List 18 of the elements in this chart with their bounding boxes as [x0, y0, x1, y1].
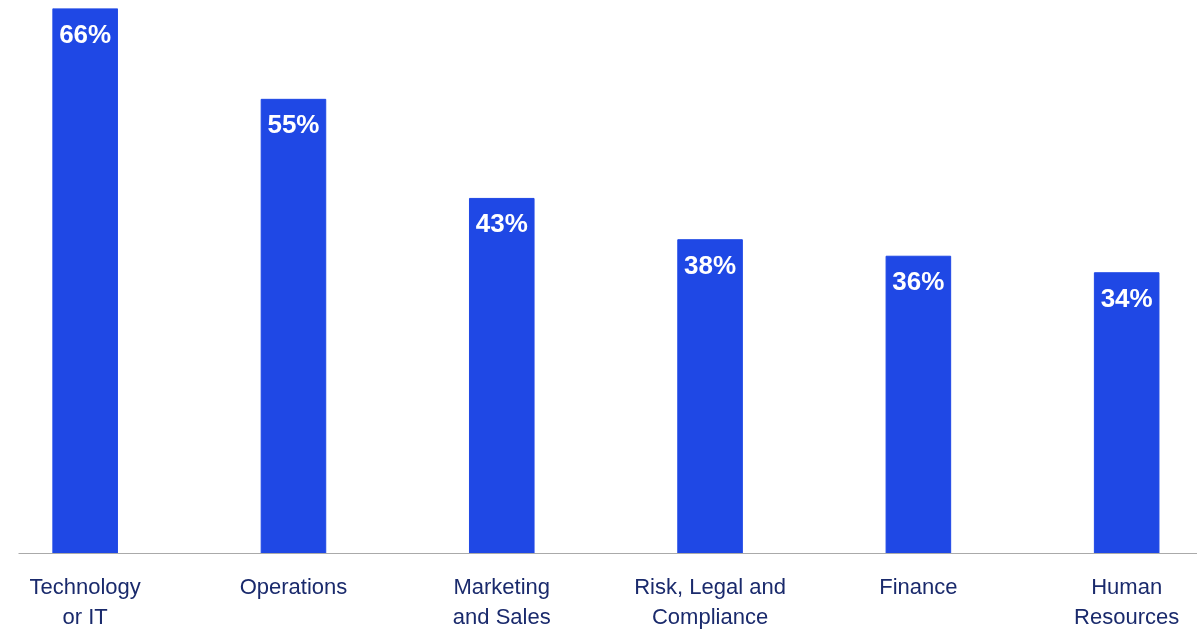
bar: [677, 239, 743, 554]
data-label: 36%: [892, 266, 945, 297]
bar: [468, 197, 535, 554]
bar: [260, 98, 327, 554]
x-tick-label: Marketing and Sales: [452, 573, 551, 629]
data-label: 43%: [475, 208, 528, 239]
bar: [885, 255, 952, 554]
bar: [1093, 272, 1160, 554]
data-label: 34%: [1100, 282, 1153, 313]
x-tick-label: Operations: [239, 573, 348, 599]
x-tick-label: Risk, Legal and Compliance: [634, 573, 786, 629]
data-label: 66%: [59, 18, 112, 49]
x-tick-label: Human Resources: [1074, 573, 1180, 629]
data-label: 55%: [267, 109, 320, 140]
bar: [52, 8, 118, 554]
data-label: 38%: [684, 249, 737, 280]
x-tick-label: Technology or IT: [29, 573, 141, 629]
x-tick-label: Finance: [879, 573, 958, 599]
